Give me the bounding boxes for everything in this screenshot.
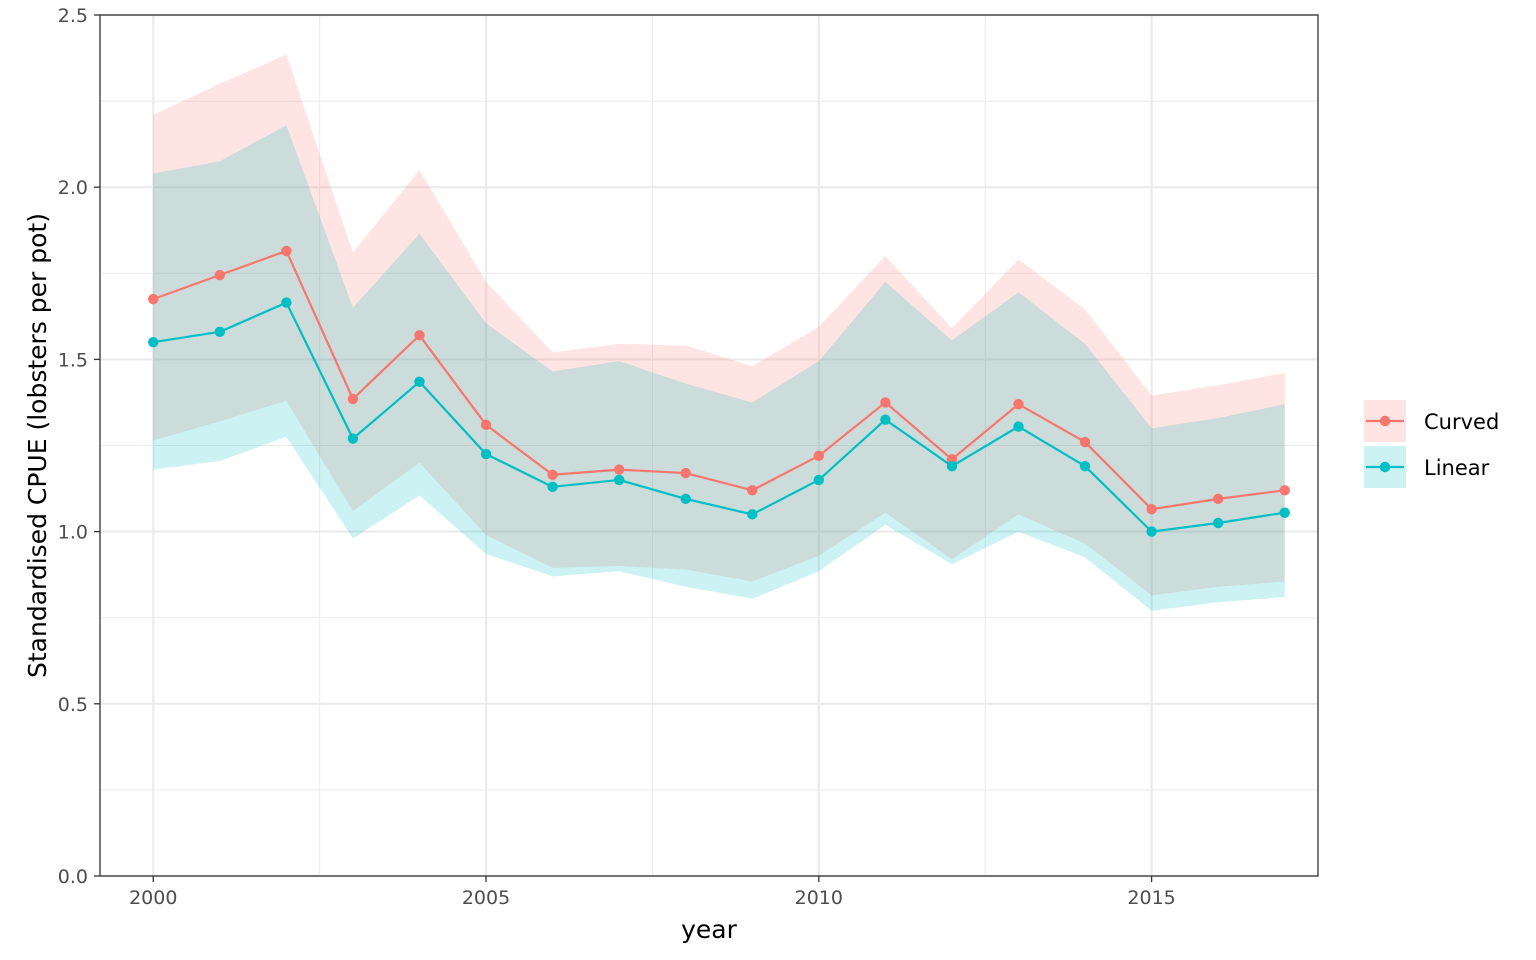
point-linear [747,509,758,520]
point-curved [1013,398,1024,410]
point-linear [480,448,492,460]
x-axis: 2000 2005 2010 2015 [129,876,1176,909]
line-linear [153,301,1285,533]
series-points [148,245,1290,537]
point-curved [880,397,891,408]
y-axis: 0.0 0.5 1.0 1.5 2.0 2.5 [58,5,100,888]
y-axis-title: Standardised CPUE (lobsters per pot) [23,213,52,678]
point-curved [414,330,425,341]
point-linear [813,474,825,486]
line-curved [152,249,1285,511]
point-curved [1079,436,1091,448]
point-curved [214,269,226,281]
point-linear [613,474,625,486]
point-linear [1079,460,1091,472]
point-linear [414,376,425,387]
x-tick-label: 2000 [129,887,177,909]
point-linear [547,481,558,493]
point-linear [1146,526,1157,537]
point-curved [281,245,292,257]
point-curved [148,293,159,305]
legend-key-curved [1364,400,1406,442]
legend-label-curved: Curved [1424,410,1499,434]
y-tick-label: 0.5 [58,694,88,716]
point-linear [946,460,958,472]
point-linear [880,414,891,425]
legend-label-linear: Linear [1424,456,1490,480]
point-curved [1212,493,1224,505]
point-curved [547,469,558,480]
point-linear [281,297,292,308]
point-linear [1279,507,1290,518]
point-linear [1212,517,1224,529]
confidence-ribbons [153,54,1285,611]
point-linear [148,336,159,348]
point-curved [347,393,359,405]
series-lines [152,249,1285,533]
x-tick-label: 2005 [462,887,510,909]
x-axis-title: year [681,915,737,944]
ribbon-curved [153,54,1285,596]
point-curved [1146,504,1157,515]
x-tick-label: 2010 [795,887,843,909]
point-linear [1013,421,1024,432]
y-tick-label: 2.0 [58,177,88,199]
ribbon-linear [153,125,1285,611]
point-linear [347,433,359,444]
y-tick-label: 2.5 [58,5,88,27]
point-linear [214,326,226,338]
y-tick-label: 1.0 [58,522,88,544]
x-tick-label: 2015 [1127,887,1175,909]
point-curved [1279,485,1290,496]
point-curved [613,464,625,475]
legend: Curved Linear [1364,400,1499,488]
point-linear [680,493,691,505]
point-curved [747,485,758,496]
point-curved [480,419,492,431]
y-tick-label: 0.0 [58,866,88,888]
point-curved [813,450,825,462]
panel-border [99,14,1319,877]
point-curved [680,467,691,479]
legend-key-linear [1364,446,1406,488]
y-tick-label: 1.5 [58,349,88,371]
